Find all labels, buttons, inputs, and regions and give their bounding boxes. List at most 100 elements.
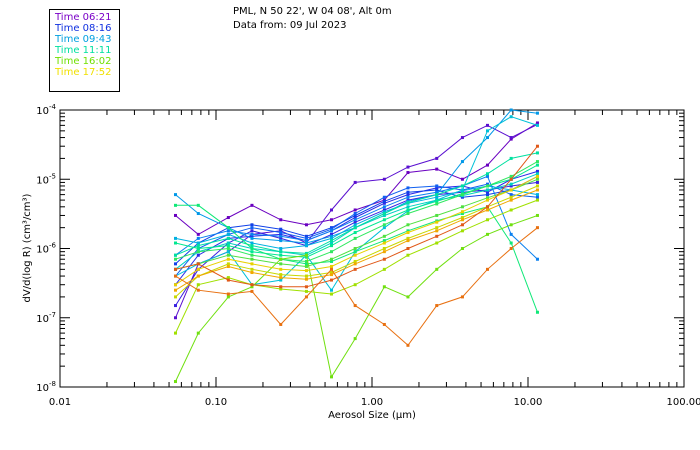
data-point bbox=[279, 232, 283, 236]
data-point bbox=[509, 174, 513, 178]
data-point bbox=[279, 262, 283, 266]
data-point bbox=[435, 304, 439, 308]
data-point bbox=[382, 195, 386, 199]
data-point bbox=[226, 295, 230, 299]
data-point bbox=[509, 198, 513, 202]
data-point bbox=[279, 231, 283, 235]
data-point bbox=[406, 253, 410, 257]
data-point bbox=[406, 201, 410, 205]
data-point bbox=[406, 212, 410, 216]
data-point bbox=[382, 213, 386, 217]
data-point bbox=[460, 212, 464, 216]
data-point bbox=[304, 234, 308, 238]
data-point bbox=[250, 236, 254, 240]
data-point bbox=[353, 253, 357, 257]
data-point bbox=[485, 267, 489, 271]
data-point bbox=[304, 285, 308, 289]
data-point bbox=[304, 274, 308, 278]
data-point bbox=[329, 250, 333, 254]
data-point bbox=[535, 174, 539, 178]
data-point bbox=[196, 331, 200, 335]
data-point bbox=[329, 273, 333, 277]
data-point bbox=[226, 244, 230, 248]
data-point bbox=[406, 193, 410, 197]
data-point bbox=[485, 198, 489, 202]
data-point bbox=[329, 288, 333, 292]
data-point bbox=[406, 195, 410, 199]
data-point bbox=[226, 278, 230, 282]
data-point bbox=[485, 163, 489, 167]
data-point bbox=[406, 186, 410, 190]
data-point bbox=[173, 380, 177, 384]
data-point bbox=[226, 229, 230, 233]
data-point bbox=[435, 220, 439, 224]
data-point bbox=[304, 236, 308, 240]
data-point bbox=[460, 218, 464, 222]
data-point bbox=[329, 226, 333, 230]
data-point bbox=[382, 177, 386, 181]
data-point bbox=[353, 304, 357, 308]
data-point bbox=[329, 218, 333, 222]
data-point bbox=[353, 220, 357, 224]
axis-ticks bbox=[59, 110, 684, 388]
data-point bbox=[226, 250, 230, 254]
y-tick-label: 10-6 bbox=[36, 242, 56, 256]
data-point bbox=[460, 205, 464, 209]
data-point bbox=[406, 239, 410, 243]
data-point bbox=[279, 218, 283, 222]
data-point bbox=[279, 253, 283, 257]
data-point bbox=[250, 241, 254, 245]
date-header: Data from: 09 Jul 2023 bbox=[233, 20, 347, 31]
data-point bbox=[406, 229, 410, 233]
data-point bbox=[279, 278, 283, 282]
data-point bbox=[173, 267, 177, 271]
data-point bbox=[535, 151, 539, 155]
x-tick-label: 1.00 bbox=[361, 397, 383, 408]
data-point bbox=[353, 262, 357, 266]
data-point bbox=[250, 257, 254, 261]
data-point bbox=[329, 264, 333, 268]
data-point bbox=[382, 212, 386, 216]
data-point bbox=[382, 250, 386, 254]
data-point bbox=[460, 195, 464, 199]
data-point bbox=[196, 241, 200, 245]
data-point bbox=[196, 283, 200, 287]
data-point bbox=[435, 199, 439, 203]
data-point bbox=[406, 190, 410, 194]
data-point bbox=[509, 188, 513, 192]
data-point bbox=[435, 267, 439, 271]
data-point bbox=[250, 247, 254, 250]
data-point bbox=[460, 184, 464, 188]
data-point bbox=[250, 285, 254, 289]
data-point bbox=[250, 271, 254, 275]
data-point bbox=[353, 283, 357, 287]
data-point bbox=[329, 236, 333, 240]
data-point bbox=[509, 232, 513, 236]
data-point bbox=[382, 234, 386, 238]
data-point bbox=[250, 250, 254, 254]
data-point bbox=[329, 259, 333, 263]
data-point bbox=[382, 218, 386, 222]
data-point bbox=[250, 232, 254, 236]
data-point bbox=[279, 287, 283, 291]
series-line bbox=[175, 215, 538, 382]
data-point bbox=[509, 115, 513, 119]
data-point bbox=[279, 239, 283, 243]
data-point bbox=[435, 234, 439, 238]
data-point bbox=[279, 236, 283, 240]
data-point bbox=[173, 295, 177, 299]
data-point bbox=[485, 174, 489, 178]
data-point bbox=[196, 253, 200, 257]
data-point bbox=[535, 163, 539, 167]
data-point bbox=[382, 201, 386, 205]
data-point bbox=[173, 331, 177, 335]
data-point bbox=[509, 241, 513, 245]
data-point bbox=[406, 343, 410, 347]
data-point bbox=[196, 250, 200, 254]
data-point bbox=[329, 239, 333, 243]
data-point bbox=[353, 218, 357, 222]
data-point bbox=[353, 236, 357, 240]
data-point bbox=[535, 193, 539, 197]
data-point bbox=[485, 123, 489, 127]
